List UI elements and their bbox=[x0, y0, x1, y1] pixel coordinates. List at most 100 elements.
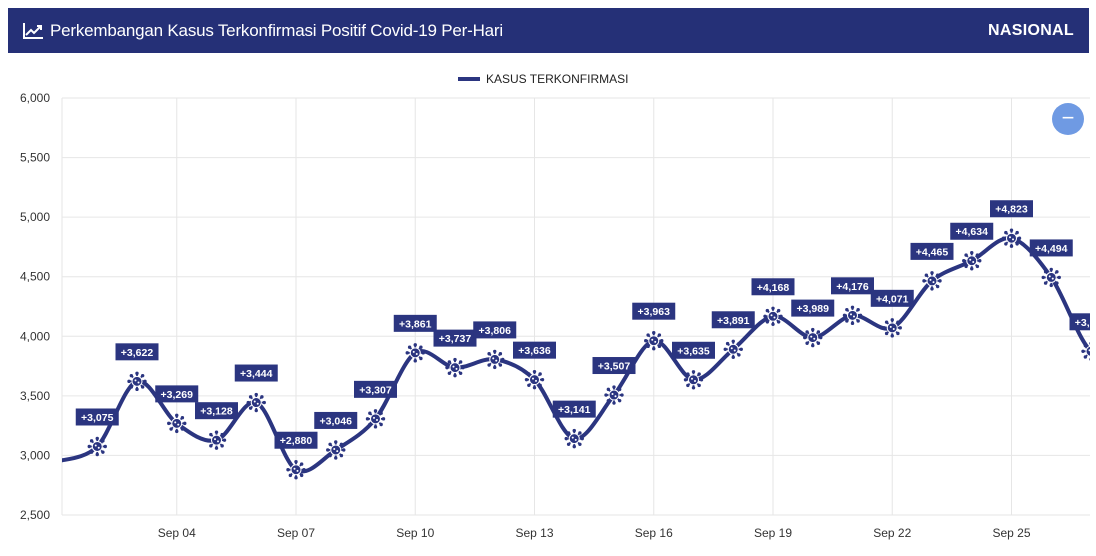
chart-title: Perkembangan Kasus Terkonfirmasi Positif… bbox=[50, 20, 503, 40]
data-label: +3,128 bbox=[195, 402, 238, 420]
minus-icon: − bbox=[1061, 105, 1075, 130]
svg-text:+3,737: +3,737 bbox=[439, 333, 472, 345]
data-label: +3,989 bbox=[791, 299, 835, 317]
data-label: +3,444 bbox=[234, 364, 278, 382]
data-point bbox=[365, 409, 386, 429]
data-point bbox=[246, 392, 266, 413]
data-point bbox=[445, 357, 465, 378]
data-label: +3,891 bbox=[711, 311, 755, 329]
svg-text:+4,634: +4,634 bbox=[956, 226, 989, 238]
y-tick-label: 5,500 bbox=[20, 151, 50, 165]
data-point bbox=[882, 318, 902, 338]
data-point bbox=[763, 306, 783, 326]
data-point bbox=[644, 330, 664, 351]
svg-text:+3,046: +3,046 bbox=[320, 415, 353, 427]
data-label: +3,861 bbox=[393, 314, 437, 332]
data-label: +3,046 bbox=[314, 411, 358, 429]
x-tick-label: Sep 04 bbox=[158, 526, 196, 540]
y-tick-label: 4,500 bbox=[20, 270, 50, 284]
data-point bbox=[604, 385, 624, 405]
y-tick-label: 5,000 bbox=[20, 210, 50, 224]
y-tick-label: 4,000 bbox=[20, 329, 50, 343]
data-point bbox=[87, 436, 107, 457]
svg-text:+4,176: +4,176 bbox=[836, 281, 869, 293]
data-point bbox=[1081, 341, 1090, 361]
y-tick-label: 2,500 bbox=[20, 508, 50, 522]
line-chart-icon bbox=[23, 22, 43, 39]
svg-text:+3,507: +3,507 bbox=[598, 361, 631, 373]
data-point bbox=[683, 370, 704, 390]
svg-text:+3,444: +3,444 bbox=[240, 368, 273, 380]
data-point bbox=[167, 413, 187, 434]
y-tick-label: 3,000 bbox=[20, 448, 50, 462]
data-label: +2,880 bbox=[274, 431, 318, 449]
svg-text:+4,168: +4,168 bbox=[757, 282, 790, 294]
svg-text:+2,880: +2,880 bbox=[280, 435, 313, 447]
region-label[interactable]: NASIONAL bbox=[988, 21, 1074, 39]
series-group: +3,075 +3,622 +3,269 +3,128 +3,444 +2,880 +3,0… bbox=[62, 200, 1096, 480]
chart-header: Perkembangan Kasus Terkonfirmasi Positif… bbox=[8, 8, 1089, 53]
svg-text:+3,622: +3,622 bbox=[121, 347, 154, 359]
y-tick-label: 3,500 bbox=[20, 389, 50, 403]
data-label: +3,635 bbox=[672, 341, 715, 359]
data-point bbox=[564, 428, 584, 449]
svg-text:+3,307: +3,307 bbox=[359, 384, 392, 396]
data-label: +3,307 bbox=[354, 380, 397, 398]
legend-swatch bbox=[458, 77, 480, 81]
zoom-out-button[interactable]: − bbox=[1052, 103, 1084, 135]
svg-text:+3,635: +3,635 bbox=[677, 345, 710, 357]
svg-text:+4,823: +4,823 bbox=[995, 204, 1028, 216]
svg-text:+3,636: +3,636 bbox=[518, 345, 551, 357]
data-point bbox=[485, 349, 505, 370]
data-point bbox=[524, 369, 545, 390]
svg-text:+3,861: +3,861 bbox=[399, 318, 432, 330]
x-tick-label: Sep 19 bbox=[754, 526, 792, 540]
svg-text:+3,269: +3,269 bbox=[161, 389, 194, 401]
data-label: +3,737 bbox=[433, 329, 477, 347]
data-point bbox=[127, 371, 147, 392]
data-label: +3,963 bbox=[632, 302, 676, 320]
data-point bbox=[206, 430, 227, 450]
svg-text:+3,891: +3,891 bbox=[717, 315, 750, 327]
data-point bbox=[922, 271, 942, 291]
data-point bbox=[723, 339, 743, 359]
data-label: +4,465 bbox=[910, 242, 954, 260]
data-label: +4,176 bbox=[831, 277, 874, 295]
data-point bbox=[1001, 228, 1022, 248]
data-label: +4,494 bbox=[1029, 239, 1073, 257]
x-tick-label: Sep 16 bbox=[635, 526, 673, 540]
data-point bbox=[286, 460, 306, 480]
x-tick-label: Sep 07 bbox=[277, 526, 315, 540]
svg-text:+3,989: +3,989 bbox=[797, 303, 830, 315]
svg-text:+3,141: +3,141 bbox=[558, 404, 591, 416]
data-label: +3,636 bbox=[513, 341, 556, 359]
svg-text:+3,874: +3,874 bbox=[1075, 317, 1096, 329]
chart-legend[interactable]: KASUS TERKONFIRMASI bbox=[458, 70, 628, 88]
data-point bbox=[842, 305, 863, 326]
svg-text:+3,075: +3,075 bbox=[81, 412, 114, 424]
data-point bbox=[326, 440, 346, 460]
y-tick-label: 6,000 bbox=[20, 91, 50, 105]
data-label: +3,075 bbox=[75, 408, 119, 426]
svg-text:+3,806: +3,806 bbox=[479, 325, 512, 337]
data-label: +4,634 bbox=[950, 222, 994, 240]
data-label: +3,806 bbox=[473, 321, 517, 339]
header-title-group: Perkembangan Kasus Terkonfirmasi Positif… bbox=[22, 8, 503, 53]
data-point bbox=[803, 327, 823, 348]
data-label: +3,622 bbox=[115, 343, 159, 361]
data-label: +4,823 bbox=[990, 200, 1033, 218]
svg-text:+4,494: +4,494 bbox=[1035, 243, 1068, 255]
svg-text:+3,963: +3,963 bbox=[638, 306, 671, 318]
data-label: +3,874 bbox=[1069, 313, 1096, 331]
x-tick-label: Sep 25 bbox=[992, 526, 1030, 540]
legend-label: KASUS TERKONFIRMASI bbox=[486, 72, 629, 86]
data-label: +3,269 bbox=[155, 385, 199, 403]
x-tick-label: Sep 13 bbox=[515, 526, 553, 540]
data-point bbox=[1041, 267, 1061, 288]
data-label: +3,141 bbox=[552, 400, 596, 418]
data-label: +3,507 bbox=[592, 357, 636, 375]
series-line bbox=[62, 236, 1090, 474]
data-label: +4,168 bbox=[751, 278, 795, 296]
x-tick-label: Sep 10 bbox=[396, 526, 434, 540]
